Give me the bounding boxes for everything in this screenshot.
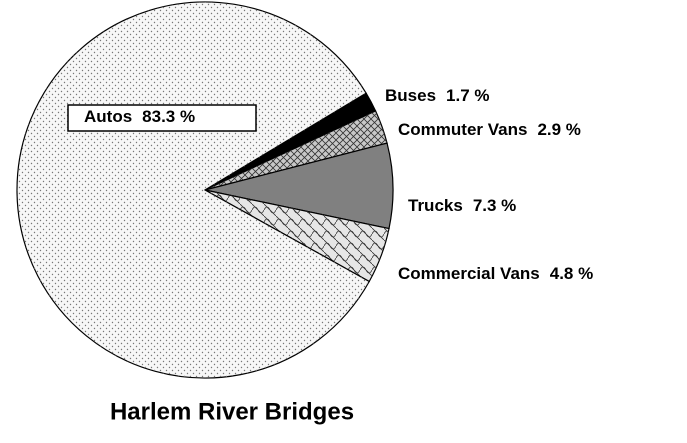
slice-label: Buses 1.7 % xyxy=(385,86,490,105)
category-name: Commuter Vans xyxy=(398,120,527,139)
value-label: 4.8 % xyxy=(550,264,593,283)
slice-label: Trucks 7.3 % xyxy=(408,196,516,215)
label-box xyxy=(67,104,257,132)
chart-title: Harlem River Bridges xyxy=(110,398,354,425)
category-name: Autos xyxy=(84,107,132,126)
slice-label: Autos 83.3 % xyxy=(84,107,195,126)
category-name: Buses xyxy=(385,86,436,105)
category-name: Trucks xyxy=(408,196,463,215)
value-label: 1.7 % xyxy=(446,86,489,105)
value-label: 7.3 % xyxy=(473,196,516,215)
value-label: 83.3 % xyxy=(142,107,195,126)
slice-label: Commercial Vans 4.8 % xyxy=(398,264,593,283)
slice-pattern xyxy=(205,190,390,282)
slice-pattern xyxy=(17,1,370,378)
slice-label: Commuter Vans 2.9 % xyxy=(398,120,581,139)
slice-pattern xyxy=(205,110,388,190)
value-label: 2.9 % xyxy=(537,120,580,139)
category-name: Commercial Vans xyxy=(398,264,540,283)
